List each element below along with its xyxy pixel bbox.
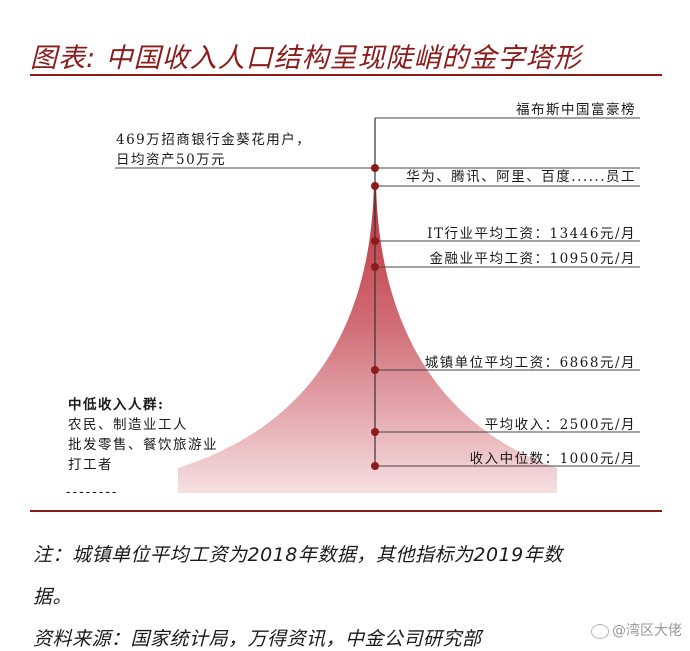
pyramid-shape [178,182,557,493]
level-label-tech-staff: 华为、腾讯、阿里、百度......员工 [406,169,636,185]
title-divider [30,74,662,76]
level-dot [371,366,379,374]
note-line1: 注：城镇单位平均工资为2018年数据，其他指标为2019年数 [33,544,563,566]
level-dot [371,182,379,190]
low-income-line2: 批发零售、餐饮旅游业 [68,437,218,453]
level-dot [371,237,379,245]
watermark: @湾区大佬 [591,620,682,640]
level-label-average-income: 平均收入：2500元/月 [484,417,636,433]
low-income-line3: 打工者 [68,457,113,473]
level-dot [371,263,379,271]
note-line2: 据。 [33,586,73,608]
source-note: 资料来源：国家统计局，万得资讯，中金公司研究部 [33,628,482,650]
level-dot [371,164,379,172]
level-label-it-salary: IT行业平均工资：13446元/月 [427,226,636,242]
notes-divider [30,510,662,512]
level-markers [115,117,640,470]
level-label-forbes: 福布斯中国富豪榜 [516,102,636,118]
merchants-users-line2: 日均资产50万元 [116,152,227,168]
low-income-dashes: -------- [66,484,119,500]
level-dot [371,428,379,436]
level-label-urban-salary: 城镇单位平均工资：6868元/月 [424,355,636,371]
low-income-title: 中低收入人群: [68,397,165,413]
merchants-users-line1: 469万招商银行金葵花用户， [116,132,312,148]
watermark-text: @湾区大佬 [612,623,682,639]
weibo-icon [591,623,609,639]
level-dot [371,462,379,470]
level-label-finance-salary: 金融业平均工资：10950元/月 [429,251,636,267]
level-label-median-income: 收入中位数：1000元/月 [469,451,636,467]
low-income-line1: 农民、制造业工人 [68,417,188,433]
chart-title: 图表: 中国收入人口结构呈现陡峭的金字塔形 [30,43,582,74]
